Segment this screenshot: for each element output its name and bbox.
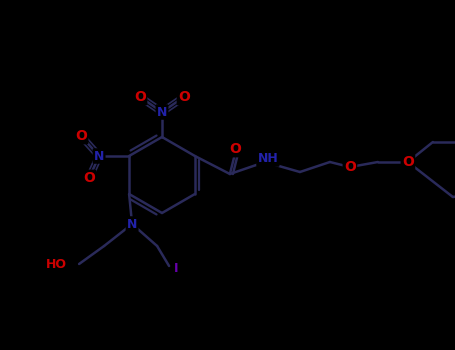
Text: N: N (94, 149, 104, 162)
Text: NH: NH (258, 153, 278, 166)
Text: O: O (344, 160, 356, 174)
Text: O: O (83, 171, 95, 185)
Text: I: I (174, 262, 179, 275)
Text: O: O (229, 142, 241, 156)
Text: O: O (134, 90, 146, 104)
Text: O: O (178, 90, 190, 104)
Text: HO: HO (46, 258, 67, 271)
Text: N: N (127, 217, 137, 231)
Text: O: O (75, 129, 87, 143)
Text: N: N (157, 105, 167, 119)
Text: O: O (402, 155, 414, 169)
